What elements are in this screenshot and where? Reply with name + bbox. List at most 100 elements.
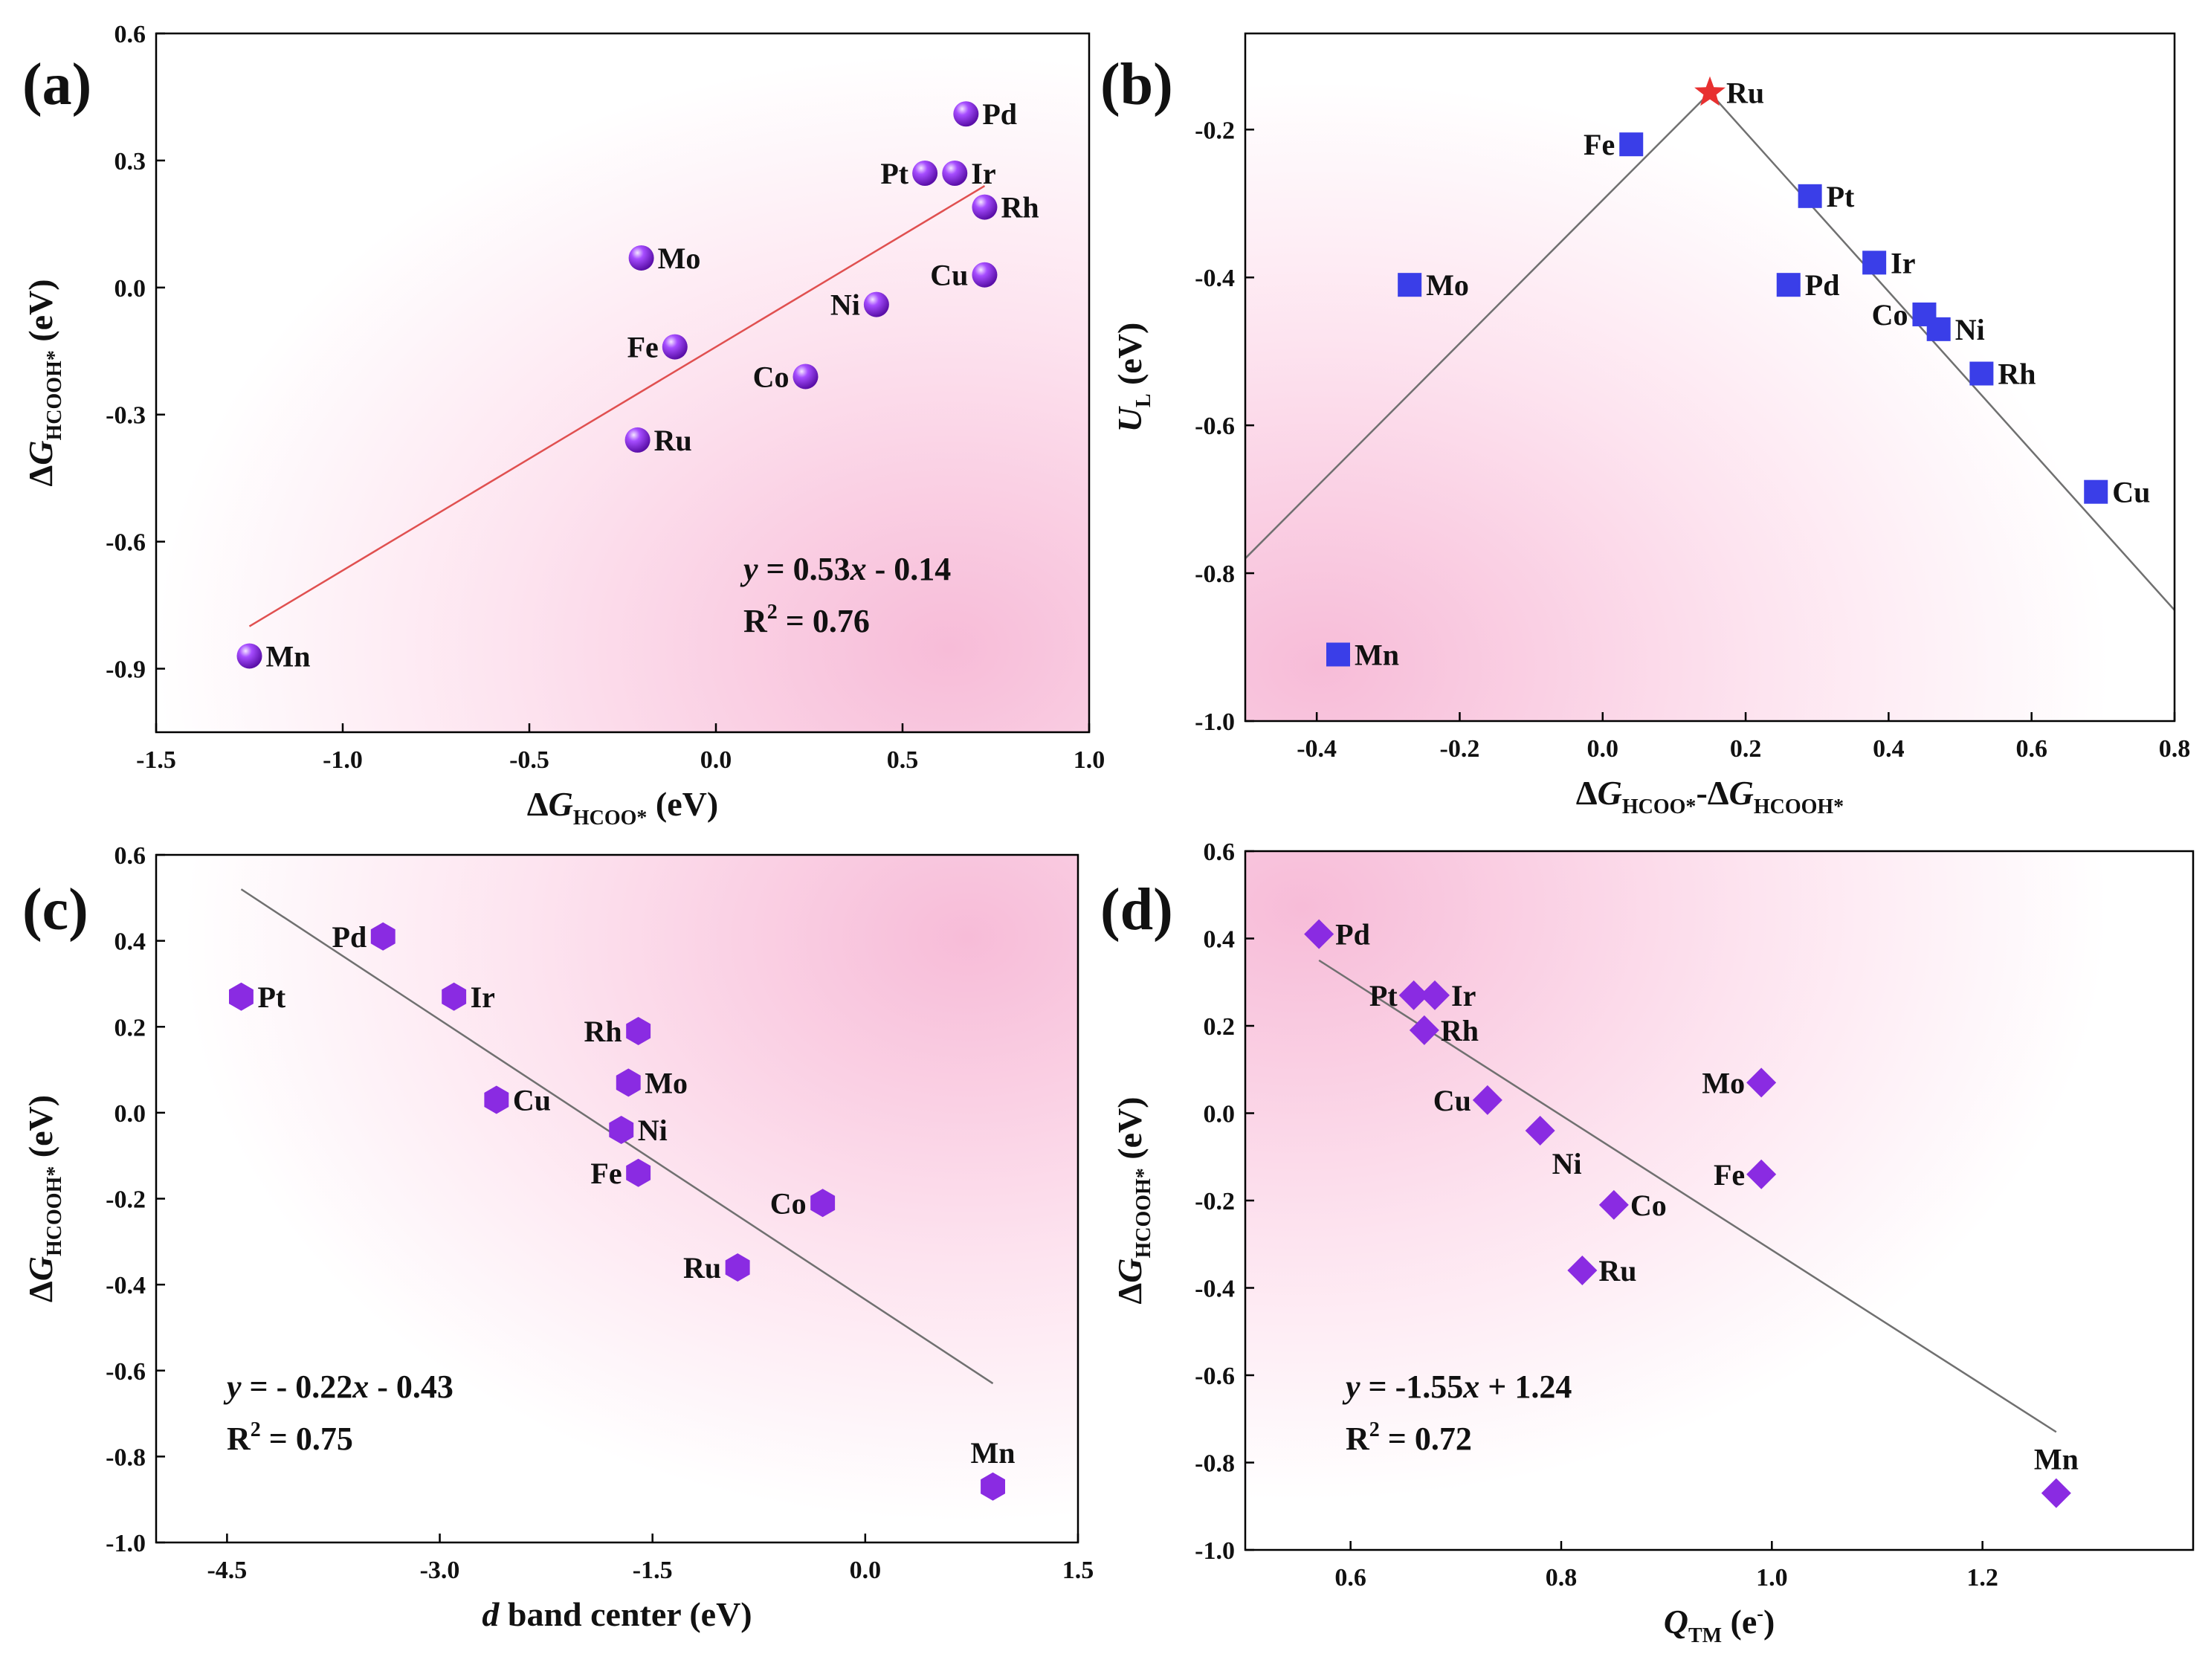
y-axis-label: ΔGHCOOH* (eV) bbox=[22, 1095, 66, 1302]
x-tick-label: 0.8 bbox=[1546, 1564, 1578, 1592]
x-tick-label: 1.2 bbox=[1966, 1564, 1998, 1592]
y-tick-label: -0.8 bbox=[106, 1444, 146, 1471]
y-tick-label: -0.6 bbox=[106, 1358, 146, 1386]
data-point-rh bbox=[1409, 1015, 1439, 1045]
x-tick-label: -1.5 bbox=[633, 1557, 673, 1584]
data-point-ni bbox=[863, 291, 889, 317]
x-tick-label: 1.0 bbox=[1756, 1564, 1788, 1592]
data-point-ni bbox=[1525, 1116, 1555, 1146]
data-point-ni bbox=[1926, 317, 1951, 341]
data-point-mo bbox=[1398, 273, 1422, 297]
y-tick-label: -0.9 bbox=[106, 656, 146, 684]
y-tick-label: 0.6 bbox=[114, 842, 146, 870]
y-tick-label: -0.4 bbox=[1195, 265, 1235, 292]
x-tick-label: 1.5 bbox=[1062, 1557, 1094, 1584]
point-label-ni: Ni bbox=[1552, 1147, 1582, 1180]
fit-equation: y = 0.53x - 0.14 bbox=[740, 551, 951, 587]
fit-line bbox=[1709, 91, 2175, 611]
plot-frame bbox=[155, 32, 1091, 734]
point-label-cu: Cu bbox=[513, 1084, 551, 1117]
x-tick-label: -1.5 bbox=[136, 746, 176, 774]
point-label-co: Co bbox=[1872, 298, 1908, 332]
y-tick-label: -0.2 bbox=[106, 1186, 146, 1214]
point-label-co: Co bbox=[770, 1186, 807, 1220]
panel-label: (b) bbox=[1100, 52, 1173, 117]
point-label-fe: Fe bbox=[1714, 1158, 1745, 1192]
fit-line bbox=[248, 185, 986, 627]
plot-area-background bbox=[156, 855, 1078, 1542]
point-label-mo: Mo bbox=[658, 242, 701, 275]
x-axis-label: ΔGHCOO*-ΔGHCOOH* bbox=[1576, 774, 1844, 818]
fit-equation: y = - 0.22x - 0.43 bbox=[223, 1369, 453, 1405]
y-tick-label: 0.0 bbox=[114, 1100, 146, 1128]
data-point-fe bbox=[1746, 1159, 1777, 1189]
chart-panel-b: -0.4 -0.2 0.0 0.2 0.4 0.6 0.8 -1.0 -0.8 -0.6 -0.4 -… bbox=[1100, 32, 2190, 818]
data-point-mo bbox=[1746, 1067, 1777, 1098]
y-tick-label: 0.4 bbox=[1204, 926, 1236, 954]
data-point-pt bbox=[229, 982, 254, 1011]
data-point-ru bbox=[624, 427, 651, 453]
data-point-ir bbox=[1420, 980, 1450, 1010]
fit-r-squared: R2 = 0.75 bbox=[227, 1418, 353, 1457]
point-label-mo: Mo bbox=[1426, 268, 1469, 302]
point-label-ir: Ir bbox=[1451, 979, 1476, 1012]
y-tick-label: -1.0 bbox=[1195, 708, 1235, 736]
data-point-ru bbox=[725, 1253, 750, 1282]
data-point-pd bbox=[953, 101, 979, 127]
point-label-rh: Rh bbox=[1441, 1014, 1479, 1047]
y-tick-label: -0.2 bbox=[1195, 117, 1235, 144]
data-point-cu bbox=[484, 1085, 509, 1114]
x-tick-label: 0.0 bbox=[1587, 735, 1619, 763]
chart-panel-c: -4.5 -3.0 -1.5 0.0 1.5 -1.0 -0.8 -0.6 -0.4 -0.2 0.… bbox=[22, 842, 1094, 1633]
point-label-pd: Pd bbox=[982, 97, 1017, 131]
data-point-mn bbox=[981, 1472, 1005, 1501]
data-point-ru bbox=[1567, 1256, 1598, 1285]
fit-r-squared: R2 = 0.76 bbox=[743, 601, 870, 639]
point-label-mo: Mo bbox=[645, 1066, 688, 1099]
point-label-fe: Fe bbox=[590, 1157, 622, 1190]
point-label-pt: Pt bbox=[1827, 180, 1855, 213]
point-label-ni: Ni bbox=[1955, 313, 1985, 346]
data-point-mn bbox=[236, 643, 262, 669]
data-point-mn bbox=[2041, 1478, 2071, 1508]
point-label-rh: Rh bbox=[1998, 358, 2036, 391]
y-tick-label: 0.0 bbox=[1204, 1101, 1236, 1128]
point-label-cu: Cu bbox=[930, 259, 968, 292]
data-point-pd bbox=[1304, 919, 1334, 949]
x-tick-label: 0.2 bbox=[1730, 735, 1762, 763]
y-tick-label: 0.6 bbox=[114, 21, 146, 48]
y-tick-label: 0.6 bbox=[1204, 839, 1236, 866]
point-label-mn: Mn bbox=[971, 1436, 1016, 1470]
data-point-pd bbox=[1776, 273, 1801, 297]
point-label-ir: Ir bbox=[971, 157, 995, 190]
plot-frame bbox=[1244, 32, 2176, 723]
y-axis-label: ΔGHCOOH* (eV) bbox=[22, 279, 66, 486]
x-tick-label: 0.6 bbox=[2015, 735, 2047, 763]
x-tick-label: -3.0 bbox=[420, 1557, 460, 1584]
fit-line bbox=[1318, 959, 2057, 1433]
point-label-ni: Ni bbox=[638, 1114, 668, 1147]
data-point-ir bbox=[1862, 251, 1887, 275]
panel-label: (a) bbox=[22, 52, 91, 117]
y-tick-label: -0.3 bbox=[106, 402, 146, 430]
x-tick-label: -1.0 bbox=[323, 746, 363, 774]
point-label-fe: Fe bbox=[1584, 128, 1615, 161]
x-tick-label: -4.5 bbox=[207, 1557, 247, 1584]
y-axis-label: ΔGHCOOH* (eV) bbox=[1111, 1096, 1155, 1304]
data-point-pt bbox=[1398, 980, 1429, 1010]
y-tick-label: -0.4 bbox=[106, 1272, 146, 1299]
point-label-co: Co bbox=[1630, 1189, 1667, 1222]
data-point-pt bbox=[1798, 184, 1822, 208]
fit-equation: y = -1.55x + 1.24 bbox=[1342, 1369, 1572, 1405]
data-point-mo bbox=[628, 245, 654, 271]
data-point-fe bbox=[662, 334, 688, 360]
chart-panel-d: 0.6 0.8 1.0 1.2 -1.0 -0.8 -0.6 -0.4 -0.2 0.0 0.2 0.… bbox=[1100, 839, 2195, 1647]
y-tick-label: -0.2 bbox=[1195, 1188, 1235, 1215]
y-tick-label: -1.0 bbox=[106, 1530, 146, 1557]
y-axis-label: UL (eV) bbox=[1111, 323, 1155, 433]
panel-label: (c) bbox=[22, 877, 88, 943]
x-tick-label: 0.6 bbox=[1334, 1564, 1366, 1592]
point-label-mo: Mo bbox=[1702, 1066, 1745, 1099]
fit-r-squared: R2 = 0.72 bbox=[1346, 1418, 1472, 1457]
y-tick-label: -0.8 bbox=[1195, 1450, 1235, 1478]
